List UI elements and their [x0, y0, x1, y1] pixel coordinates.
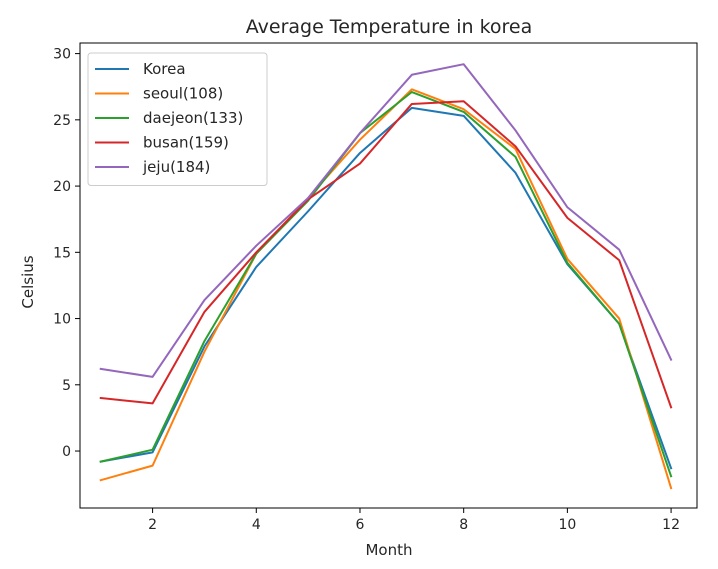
- x-tick-label: 6: [356, 517, 365, 533]
- y-axis-label: Celsius: [19, 255, 37, 308]
- x-tick-label: 10: [558, 517, 576, 533]
- legend-label: seoul(108): [143, 85, 223, 103]
- y-tick-label: 10: [53, 312, 71, 328]
- x-axis-label: Month: [365, 541, 412, 559]
- y-tick-label: 15: [53, 245, 71, 261]
- legend-label: Korea: [143, 60, 186, 78]
- x-tick-label: 2: [148, 517, 157, 533]
- chart-title: Average Temperature in korea: [246, 16, 533, 38]
- y-tick-label: 0: [62, 444, 71, 460]
- series-line-1: [99, 88, 673, 490]
- y-tick-label: 30: [53, 47, 71, 63]
- x-tick-label: 4: [252, 517, 261, 533]
- legend-label: daejeon(133): [143, 109, 243, 127]
- legend-box: [87, 52, 268, 186]
- legend-label: jeju(184): [142, 158, 210, 176]
- legend-label: busan(159): [143, 134, 229, 152]
- series-line-4: [99, 63, 673, 378]
- x-tick-label: 8: [459, 517, 468, 533]
- y-tick-label: 25: [53, 113, 71, 129]
- y-tick-label: 20: [53, 179, 71, 195]
- y-tick-label: 5: [62, 378, 71, 394]
- axes-frame: [79, 42, 698, 509]
- plot-area: 2 4 6 8 10 12 0 5 10 15 20 25 30: [53, 42, 698, 533]
- x-tick-label: 12: [662, 517, 680, 533]
- series-line-3: [99, 100, 673, 409]
- legend: Korea seoul(108) daejeon(133) busan(159) jej…: [87, 52, 268, 186]
- series-line-2: [99, 91, 673, 478]
